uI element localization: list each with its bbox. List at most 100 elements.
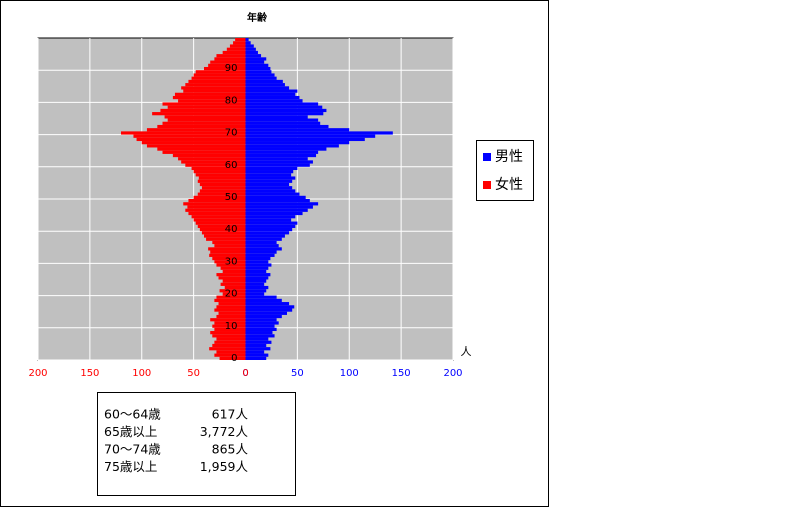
bar [245, 60, 265, 64]
bar [245, 44, 254, 48]
bar [245, 192, 300, 196]
bar [224, 285, 246, 290]
bar [245, 256, 271, 261]
bar [193, 218, 246, 222]
bar [245, 308, 293, 312]
summary-label: 65歳以上 [104, 424, 157, 439]
bar [210, 60, 246, 64]
summary-value: 1,959人 [200, 459, 249, 474]
bar [121, 131, 246, 135]
bar [195, 221, 246, 225]
bar [214, 298, 246, 303]
bar [185, 163, 246, 167]
x-tick-label: 0 [242, 368, 248, 379]
bar [245, 38, 249, 42]
bar [245, 218, 292, 222]
bar [245, 179, 293, 183]
y-tick-label: 50 [225, 192, 238, 203]
summary-value: 617人 [212, 407, 249, 422]
bar [245, 76, 277, 80]
y-tick-label: 10 [225, 321, 238, 332]
bar [245, 112, 324, 116]
bar [204, 234, 246, 238]
legend-swatch [483, 181, 491, 189]
bar [218, 276, 246, 280]
bar [245, 221, 298, 225]
bar [245, 343, 267, 348]
bar [245, 186, 293, 190]
bar [245, 195, 306, 199]
bar [183, 89, 246, 93]
bar [245, 224, 296, 228]
bar [201, 231, 246, 235]
bar [216, 54, 246, 58]
bar [222, 279, 246, 283]
summary-value: 3,772人 [200, 424, 249, 439]
bar [245, 263, 272, 267]
bar [214, 244, 246, 248]
bar [216, 350, 246, 354]
bar [245, 240, 277, 245]
bar [197, 192, 246, 196]
summary-value: 865人 [212, 442, 249, 457]
bar [146, 144, 246, 148]
bar [245, 302, 290, 306]
bar [245, 128, 350, 132]
bar [245, 108, 327, 113]
bar [245, 157, 308, 161]
bar [245, 95, 300, 100]
bar [178, 99, 246, 103]
bar [181, 86, 246, 90]
bar [245, 273, 271, 277]
bar [233, 41, 246, 45]
bar [214, 327, 246, 332]
bar [222, 50, 246, 55]
bar [245, 318, 277, 322]
bar [157, 124, 246, 129]
bar [209, 253, 246, 257]
bar [214, 353, 246, 357]
bar [198, 176, 246, 180]
bar [208, 247, 246, 251]
bar [245, 285, 269, 290]
bar [245, 250, 277, 254]
bar [245, 89, 298, 93]
bar [210, 250, 246, 254]
bar [245, 276, 269, 280]
bar [245, 215, 296, 219]
bar [136, 137, 246, 142]
bar [216, 337, 246, 341]
bar [201, 186, 246, 190]
bar [245, 50, 258, 55]
bar [245, 124, 329, 129]
bar [216, 273, 246, 277]
bar [162, 102, 246, 106]
bar [245, 92, 296, 96]
bar [245, 324, 275, 328]
bar [188, 199, 246, 203]
bar [199, 227, 246, 232]
bar [141, 141, 246, 145]
bar [245, 279, 267, 283]
y-tick-label: 80 [225, 95, 238, 106]
bar [181, 160, 246, 164]
bar [245, 102, 319, 106]
bar [197, 224, 246, 228]
bar [245, 327, 277, 332]
y-tick-label: 30 [225, 256, 238, 267]
bar [214, 321, 246, 325]
bar [245, 282, 265, 286]
x-axis-unit: 人 [461, 345, 472, 358]
bar [245, 176, 296, 180]
bar [245, 205, 313, 209]
bar [218, 311, 246, 315]
bar [222, 269, 246, 274]
bar [245, 160, 313, 164]
legend-swatch [483, 153, 491, 161]
bar [245, 311, 287, 315]
summary-box [97, 392, 296, 496]
bar [245, 41, 251, 45]
bar [245, 134, 376, 138]
bar [245, 260, 269, 264]
bar [245, 131, 393, 135]
